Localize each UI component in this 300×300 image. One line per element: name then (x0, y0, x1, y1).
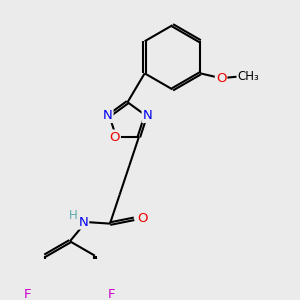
Text: F: F (24, 288, 32, 300)
Text: N: N (79, 215, 88, 229)
Text: N: N (103, 109, 112, 122)
Text: CH₃: CH₃ (238, 70, 259, 83)
Text: O: O (137, 212, 147, 225)
Text: O: O (110, 130, 120, 143)
Text: H: H (69, 209, 78, 222)
Text: O: O (216, 72, 226, 85)
Text: N: N (142, 109, 152, 122)
Text: F: F (108, 288, 116, 300)
